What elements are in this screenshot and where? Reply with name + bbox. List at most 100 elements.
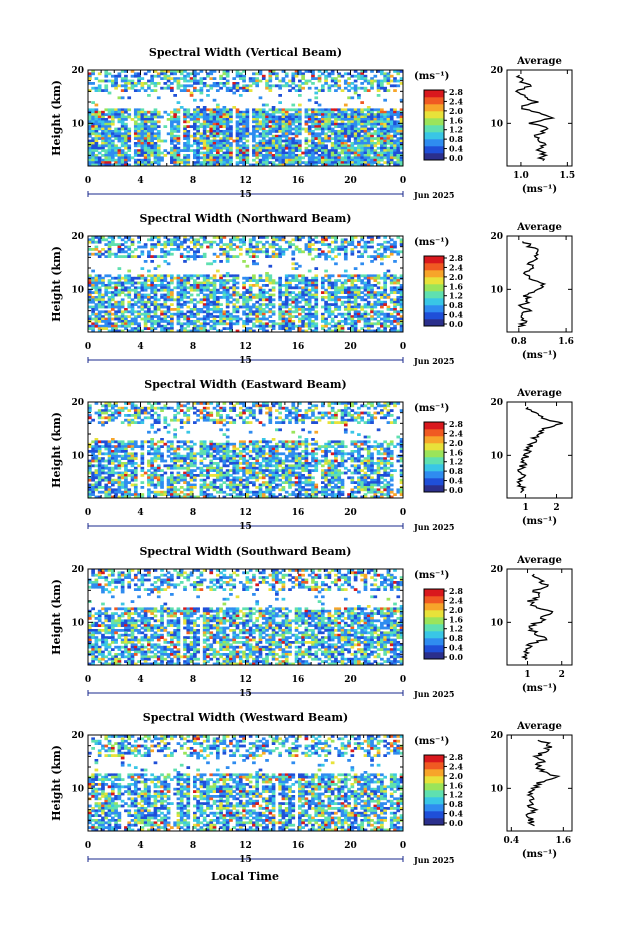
heatmap-cell [284, 281, 289, 285]
heatmap-cell [212, 291, 217, 294]
heatmap-cell [307, 115, 312, 119]
heatmap-cell [307, 279, 312, 282]
heatmap-cell [156, 113, 161, 116]
heatmap-cell [393, 127, 397, 131]
heatmap-cell [150, 303, 155, 306]
heatmap-cell [294, 118, 299, 121]
heatmap-cell [343, 238, 348, 242]
heatmap-cell [347, 243, 351, 246]
heatmap-cell [360, 127, 365, 131]
heatmap-cell [350, 236, 355, 239]
heatmap-cell [350, 134, 355, 138]
heatmap-cell [176, 151, 181, 155]
heatmap-cell [386, 161, 391, 164]
heatmap-cell [193, 118, 197, 121]
heatmap-cell [327, 308, 332, 311]
heatmap-cell [160, 151, 164, 155]
heatmap-cell [183, 86, 187, 90]
heatmap-cell [140, 300, 145, 304]
heatmap-cell [327, 89, 332, 92]
heatmap-cell [117, 324, 122, 328]
heatmap-cell [173, 70, 177, 73]
heatmap-cell [206, 74, 210, 78]
heatmap-cell [130, 322, 135, 326]
heatmap-cell [140, 144, 145, 148]
heatmap-cell [370, 110, 374, 114]
heatmap-cell [291, 118, 296, 121]
heatmap-cell [127, 452, 132, 456]
heatmap-cell [163, 149, 168, 152]
heatmap-cell [153, 286, 158, 290]
heatmap-cell [380, 79, 384, 83]
heatmap-cell [380, 300, 384, 304]
heatmap-cell [337, 154, 342, 157]
heatmap-cell [219, 113, 223, 116]
heatmap-cell [242, 163, 246, 166]
heatmap-cell [301, 296, 305, 299]
heatmap-cell [202, 108, 207, 112]
heatmap-cell [245, 279, 250, 282]
heatmap-cell [222, 310, 227, 314]
heatmap-cell [363, 151, 368, 155]
heatmap-cell [235, 163, 240, 166]
profile-title: Average [516, 56, 562, 67]
heatmap-cell [117, 486, 122, 489]
heatmap-cell [179, 279, 184, 282]
heatmap-cell [288, 137, 292, 140]
heatmap-cell [186, 79, 191, 83]
heatmap-cell [110, 466, 115, 470]
heatmap-cell [186, 317, 191, 321]
heatmap-cell [284, 291, 289, 294]
heatmap-cell [143, 156, 148, 160]
heatmap-cell [124, 139, 128, 143]
heatmap-cell [219, 86, 223, 90]
heatmap-cell [163, 296, 168, 299]
heatmap-cell [137, 144, 141, 148]
heatmap-cell [389, 308, 394, 311]
heatmap-cell [347, 82, 351, 85]
heatmap-cell [307, 305, 312, 309]
heatmap-cell [104, 404, 109, 408]
heatmap-cell [340, 156, 345, 160]
heatmap-cell [91, 464, 95, 468]
heatmap-cell [196, 149, 200, 152]
heatmap-cell [150, 300, 155, 304]
heatmap-cell [278, 139, 282, 143]
heatmap-cell [245, 291, 250, 294]
heatmap-cell [212, 122, 217, 126]
heatmap-cell [311, 238, 315, 242]
heatmap-cell [238, 74, 243, 78]
heatmap-cell [268, 243, 273, 246]
heatmap-cell [97, 72, 102, 76]
heatmap-cell [225, 151, 230, 155]
heatmap-cell [196, 240, 200, 244]
heatmap-cell [196, 146, 200, 150]
heatmap-cell [117, 276, 122, 280]
heatmap-cell [110, 130, 115, 133]
heatmap-cell [376, 274, 381, 278]
colorbar-unit-label: (ms⁻¹) [414, 71, 449, 82]
heatmap-cell [219, 146, 223, 150]
heatmap-cell [189, 322, 194, 326]
heatmap-cell [366, 281, 371, 285]
heatmap-cell [389, 156, 394, 160]
heatmap-cell [268, 308, 273, 311]
heatmap-cell [133, 82, 138, 85]
heatmap-cell [107, 298, 112, 302]
heatmap-cell [288, 122, 292, 126]
heatmap-cell [166, 315, 171, 318]
heatmap-cell [324, 74, 328, 78]
x-tick-label: 20 [344, 176, 357, 186]
heatmap-cell [304, 79, 309, 83]
heatmap-cell [212, 308, 217, 311]
heatmap-cell [314, 144, 319, 148]
month-label: Jun 2025 [413, 356, 454, 366]
heatmap-cell [242, 312, 246, 316]
heatmap-cell [88, 158, 92, 162]
heatmap-cell [114, 110, 118, 114]
heatmap-cell [127, 421, 132, 424]
heatmap-cell [314, 149, 319, 152]
heatmap-cell [153, 108, 158, 112]
heatmap-cell [275, 255, 279, 258]
heatmap-cell [396, 156, 401, 160]
